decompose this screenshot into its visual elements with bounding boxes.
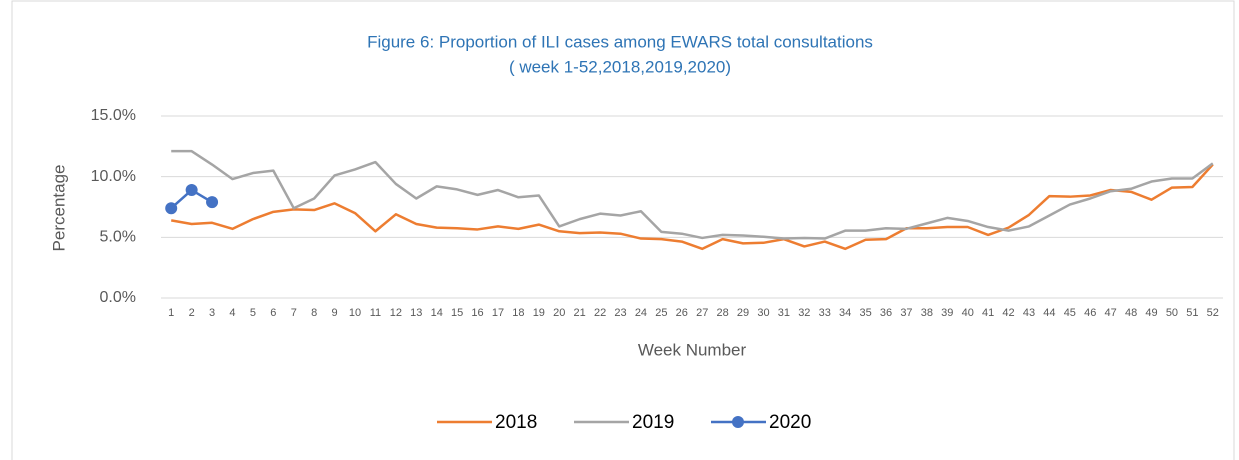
x-tick-label: 8 bbox=[311, 307, 317, 319]
x-tick-label: 52 bbox=[1207, 307, 1219, 319]
x-tick-label: 9 bbox=[332, 307, 338, 319]
x-tick-label: 13 bbox=[410, 307, 422, 319]
legend-label: 2019 bbox=[632, 412, 674, 433]
x-tick-label: 23 bbox=[614, 307, 626, 319]
x-tick-label: 20 bbox=[553, 307, 565, 319]
x-tick-label: 47 bbox=[1105, 307, 1117, 319]
x-tick-label: 48 bbox=[1125, 307, 1137, 319]
x-tick-label: 32 bbox=[798, 307, 810, 319]
x-axis-label: Week Number bbox=[638, 340, 747, 359]
x-tick-label: 24 bbox=[635, 307, 647, 319]
x-tick-label: 6 bbox=[270, 307, 276, 319]
x-tick-label: 34 bbox=[839, 307, 851, 319]
x-tick-label: 49 bbox=[1145, 307, 1157, 319]
series-marker bbox=[206, 196, 219, 209]
x-tick-label: 30 bbox=[757, 307, 769, 319]
x-tick-label: 50 bbox=[1166, 307, 1178, 319]
series-line bbox=[170, 163, 1214, 251]
x-tick-label: 39 bbox=[941, 307, 953, 319]
x-tick-label: 15 bbox=[451, 307, 463, 319]
x-tick-label: 21 bbox=[574, 307, 586, 319]
y-tick-label: 10.0% bbox=[91, 168, 136, 185]
x-tick-label: 33 bbox=[819, 307, 831, 319]
legend-marker bbox=[732, 416, 744, 428]
x-tick-label: 4 bbox=[229, 307, 235, 319]
x-tick-label: 35 bbox=[859, 307, 871, 319]
x-tick-label: 25 bbox=[655, 307, 667, 319]
x-tick-label: 22 bbox=[594, 307, 606, 319]
legend-label: 2020 bbox=[769, 412, 811, 433]
x-tick-label: 42 bbox=[1002, 307, 1014, 319]
x-tick-label: 12 bbox=[390, 307, 402, 319]
x-tick-label: 2 bbox=[189, 307, 195, 319]
x-tick-label: 36 bbox=[880, 307, 892, 319]
x-tick-label: 17 bbox=[492, 307, 504, 319]
y-tick-label: 5.0% bbox=[100, 229, 136, 246]
x-tick-label: 46 bbox=[1084, 307, 1096, 319]
x-tick-label: 41 bbox=[982, 307, 994, 319]
x-tick-label: 27 bbox=[696, 307, 708, 319]
legend-label: 2018 bbox=[495, 412, 537, 433]
x-tick-label: 14 bbox=[431, 307, 443, 319]
x-tick-label: 11 bbox=[370, 307, 381, 319]
series-marker bbox=[185, 184, 198, 197]
x-tick-label: 37 bbox=[900, 307, 912, 319]
y-axis-label: Percentage bbox=[49, 165, 68, 252]
x-tick-label: 43 bbox=[1023, 307, 1035, 319]
x-tick-label: 40 bbox=[962, 307, 974, 319]
x-tick-label: 29 bbox=[737, 307, 749, 319]
x-tick-label: 16 bbox=[471, 307, 483, 319]
x-tick-label: 10 bbox=[349, 307, 361, 319]
chart-title: Figure 6: Proportion of ILI cases among … bbox=[367, 32, 873, 51]
x-tick-label: 19 bbox=[533, 307, 545, 319]
x-tick-label: 31 bbox=[778, 307, 790, 319]
x-tick-label: 5 bbox=[250, 307, 256, 319]
chart-border bbox=[11, 0, 1235, 460]
y-tick-label: 15.0% bbox=[91, 107, 136, 124]
x-tick-label: 1 bbox=[168, 307, 174, 319]
x-tick-label: 38 bbox=[921, 307, 933, 319]
x-tick-label: 3 bbox=[209, 307, 215, 319]
y-tick-label: 0.0% bbox=[100, 289, 136, 306]
x-tick-label: 51 bbox=[1186, 307, 1198, 319]
series-line bbox=[171, 149, 1214, 240]
x-tick-label: 28 bbox=[717, 307, 729, 319]
x-tick-label: 45 bbox=[1064, 307, 1076, 319]
chart-subtitle: ( week 1-52,2018,2019,2020) bbox=[509, 57, 731, 76]
x-tick-label: 7 bbox=[291, 307, 297, 319]
series-marker bbox=[165, 202, 178, 215]
x-tick-label: 44 bbox=[1043, 307, 1055, 319]
x-tick-label: 18 bbox=[512, 307, 524, 319]
x-tick-label: 26 bbox=[676, 307, 688, 319]
